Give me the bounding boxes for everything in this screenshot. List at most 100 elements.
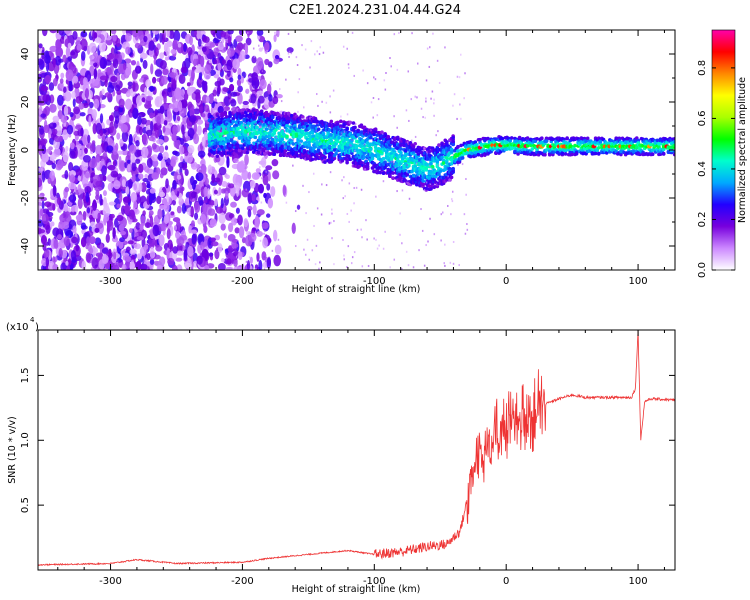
spectrogram-cell bbox=[139, 34, 145, 44]
spectrogram-cell bbox=[110, 30, 117, 35]
spectrogram-cell bbox=[158, 234, 165, 247]
spectrogram-cell bbox=[136, 236, 145, 241]
spectrogram-cell bbox=[203, 225, 208, 233]
spectrogram-cell bbox=[121, 179, 126, 187]
spectrogram-cell bbox=[60, 72, 65, 79]
spectrogram-cell bbox=[44, 201, 52, 208]
spectrogram-cell bbox=[41, 170, 46, 183]
spectrogram-cell bbox=[44, 75, 52, 84]
spectrogram-cell bbox=[266, 257, 272, 269]
spectrogram-cell bbox=[361, 139, 365, 143]
spectrogram-cell bbox=[87, 134, 91, 144]
spectrogram-cell bbox=[256, 30, 264, 37]
spectrogram-cell bbox=[297, 125, 302, 130]
spectrogram-cell bbox=[176, 236, 185, 246]
spectrogram-cell bbox=[208, 252, 214, 257]
spectrogram-cell bbox=[168, 72, 177, 78]
spectrogram-cell bbox=[204, 64, 212, 75]
spectrogram-cell bbox=[456, 144, 460, 149]
spectrogram-cell bbox=[285, 124, 289, 128]
spectrogram-cell bbox=[89, 221, 96, 228]
spectrogram-cell bbox=[240, 146, 245, 150]
spectrogram-cell bbox=[187, 127, 195, 139]
spectrogram-cell bbox=[158, 145, 165, 154]
spectrogram-cell bbox=[67, 56, 73, 62]
spectrogram-cell bbox=[116, 203, 121, 209]
spectrogram-cell bbox=[264, 41, 270, 52]
spectrogram-cell bbox=[64, 170, 69, 180]
spectrogram-cell bbox=[95, 144, 103, 156]
spectrogram-cell bbox=[402, 166, 406, 170]
spectrogram-cell bbox=[85, 252, 92, 263]
spectrogram-cell bbox=[334, 151, 338, 156]
spectrogram-cell bbox=[329, 139, 334, 143]
spectrogram-cell bbox=[129, 248, 137, 255]
spectrogram-cell bbox=[194, 68, 202, 74]
spectrogram-cell bbox=[313, 116, 318, 121]
spectrogram-cell bbox=[166, 228, 171, 240]
spectrogram-cell bbox=[209, 42, 216, 48]
spectrogram-cell bbox=[62, 151, 69, 163]
spectrogram-cell bbox=[535, 136, 539, 141]
spectrogram-cell bbox=[414, 182, 419, 187]
spectrogram-cell bbox=[426, 157, 430, 161]
spectrogram-cell bbox=[171, 199, 176, 206]
spectrogram-cell bbox=[175, 218, 181, 225]
spectrogram-cell bbox=[261, 222, 269, 230]
spectrogram-cell bbox=[505, 140, 509, 145]
spectrogram-cell bbox=[395, 135, 400, 140]
spectrogram-cell bbox=[184, 150, 189, 157]
spectrogram-cell bbox=[166, 107, 171, 119]
spectrogram-cell bbox=[470, 151, 474, 156]
spectrogram-cell bbox=[139, 223, 144, 231]
spectrogram-cell bbox=[89, 54, 95, 60]
spectrogram-cell bbox=[184, 262, 192, 269]
spectrogram-cell bbox=[65, 260, 69, 266]
spectrogram-cell bbox=[143, 244, 149, 250]
spectrogram-cell bbox=[238, 226, 245, 239]
spectrogram-cell bbox=[251, 115, 256, 120]
spectrogram-cell bbox=[77, 197, 83, 210]
spectrogram-cell bbox=[72, 30, 78, 40]
spectrogram-cell bbox=[273, 229, 278, 242]
spectrogram-cell bbox=[204, 265, 210, 270]
spectrogram-cell bbox=[263, 151, 267, 156]
spectrogram-cell bbox=[125, 113, 130, 125]
spectrogram-cell bbox=[125, 246, 131, 253]
spectrogram-cell bbox=[227, 30, 234, 35]
spectrogram-cell bbox=[150, 63, 154, 75]
spectrogram-cell bbox=[80, 50, 86, 61]
spectrogram-cell bbox=[93, 62, 98, 67]
spectrogram-cell bbox=[186, 121, 193, 130]
spectrogram-cell bbox=[460, 156, 465, 160]
spectrogram-cell bbox=[214, 80, 222, 87]
spectrogram-cell bbox=[500, 136, 505, 141]
spectrogram-cell bbox=[166, 247, 170, 259]
spectrogram-cell bbox=[149, 259, 155, 265]
spectrogram-cell bbox=[172, 179, 177, 190]
spectrogram-cell bbox=[135, 222, 141, 230]
spectrogram-cell bbox=[151, 172, 159, 180]
spectrogram-cell bbox=[157, 155, 163, 160]
spectrogram-cell bbox=[242, 103, 250, 110]
spectrogram-cell bbox=[220, 188, 227, 194]
spectrogram-cell bbox=[563, 152, 568, 156]
spectrogram-cell bbox=[362, 155, 367, 159]
spectrogram-cell bbox=[128, 209, 135, 220]
spectrogram-cell bbox=[124, 98, 133, 110]
spectrogram-cell bbox=[163, 93, 167, 105]
spectrogram-cell bbox=[451, 166, 455, 171]
spectrogram-cell bbox=[429, 169, 433, 174]
spectrogram-cell bbox=[354, 148, 359, 152]
spectrogram-cell bbox=[203, 104, 210, 113]
spectrogram-cell bbox=[316, 127, 321, 132]
spectrogram-cell bbox=[162, 151, 169, 160]
spectrogram-cell bbox=[437, 143, 441, 147]
spectrogram-cell bbox=[220, 30, 227, 38]
spectrogram-cell bbox=[41, 213, 49, 225]
spectrogram-cell bbox=[59, 78, 64, 84]
spectrogram-cell bbox=[95, 153, 101, 163]
spectrogram-cell bbox=[180, 66, 188, 74]
spectrogram-cell bbox=[244, 110, 248, 115]
